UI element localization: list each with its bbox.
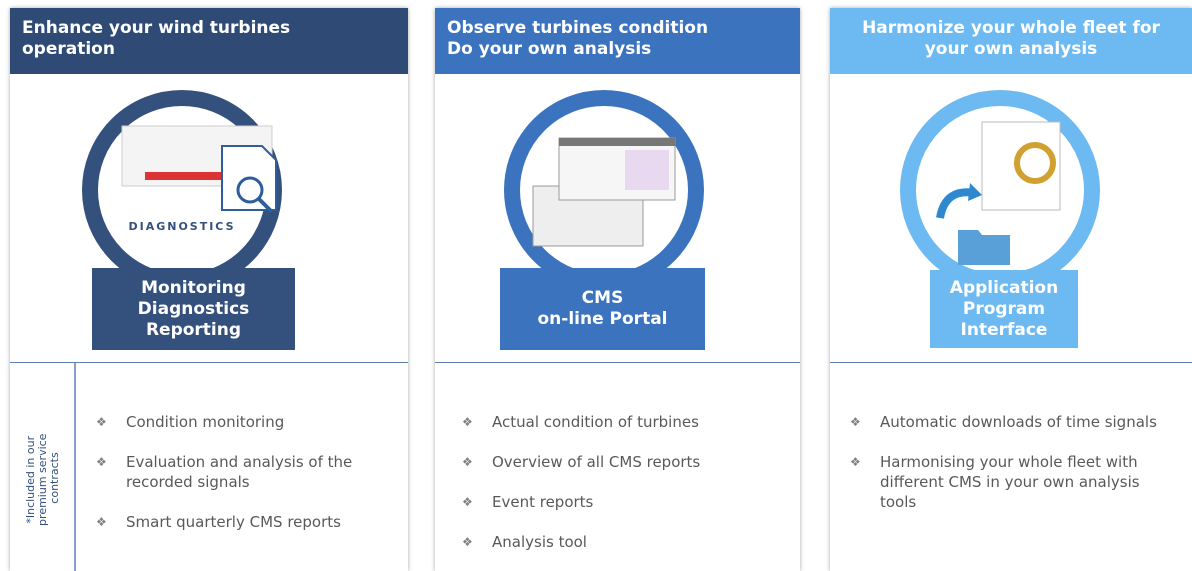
- bullet: ❖Smart quarterly CMS reports: [96, 512, 386, 532]
- divider: [830, 362, 1192, 363]
- bullet-text: Overview of all CMS reports: [492, 453, 700, 471]
- label-box: CMS on-line Portal: [500, 268, 705, 350]
- bullet-text: Evaluation and analysis of the recorded …: [126, 453, 352, 491]
- header-line: operation: [22, 39, 396, 60]
- bar: [145, 172, 225, 180]
- label-line: Reporting: [92, 320, 295, 341]
- header-line: Harmonize your whole fleet for: [842, 18, 1180, 39]
- bullet-text: Analysis tool: [492, 533, 587, 551]
- label-box: Monitoring Diagnostics Reporting: [92, 268, 295, 350]
- bullet: ❖Harmonising your whole fleet with diffe…: [850, 452, 1170, 512]
- header-line: your own analysis: [842, 39, 1180, 60]
- bullet: ❖Actual condition of turbines: [462, 412, 782, 432]
- divider: [435, 362, 800, 363]
- bullet-text: Automatic downloads of time signals: [880, 413, 1157, 431]
- header-line: Observe turbines condition: [447, 18, 788, 39]
- label-box: Application Program Interface: [930, 270, 1078, 348]
- bullet-list: ❖Automatic downloads of time signals ❖Ha…: [850, 412, 1170, 532]
- chart-thumb: [625, 150, 669, 190]
- header-line: Enhance your wind turbines: [22, 18, 396, 39]
- bullet-list: ❖Condition monitoring ❖Evaluation and an…: [96, 412, 386, 552]
- divider: [10, 362, 408, 363]
- title-bar: [559, 138, 675, 146]
- label-line: Monitoring: [92, 278, 295, 299]
- panel: Observe turbines condition Do your own a…: [435, 8, 800, 571]
- document: [982, 122, 1060, 210]
- side-note: *Included in our premium service contrac…: [24, 430, 61, 526]
- header: Harmonize your whole fleet for your own …: [830, 8, 1192, 74]
- bullet-list: ❖Actual condition of turbines ❖Overview …: [462, 412, 782, 571]
- side-note-line: contracts: [48, 452, 61, 504]
- bullet-text: Actual condition of turbines: [492, 413, 699, 431]
- arrow-head: [968, 183, 982, 201]
- bullet-text: Condition monitoring: [126, 413, 284, 431]
- folder: [958, 230, 1010, 265]
- bullet: ❖Event reports: [462, 492, 782, 512]
- header-line: Do your own analysis: [447, 39, 788, 60]
- header: Observe turbines condition Do your own a…: [435, 8, 800, 74]
- panel: Harmonize your whole fleet for your own …: [830, 8, 1192, 571]
- label-line: Interface: [930, 320, 1078, 341]
- header: Enhance your wind turbines operation: [10, 8, 408, 74]
- panel: DIAGNOSTICS *Included in our premium ser…: [10, 8, 408, 571]
- label-line: CMS: [500, 288, 705, 309]
- label-line: Program: [930, 299, 1078, 320]
- bullet: ❖Evaluation and analysis of the recorded…: [96, 452, 386, 492]
- bullet: ❖Overview of all CMS reports: [462, 452, 782, 472]
- label-line: Application: [930, 278, 1078, 299]
- bullet-text: Smart quarterly CMS reports: [126, 513, 341, 531]
- label-line: Diagnostics: [92, 299, 295, 320]
- bullet: ❖Analysis tool: [462, 532, 782, 552]
- page: DIAGNOSTICS *Included in our premium ser…: [0, 0, 1192, 571]
- logo-text: DIAGNOSTICS: [128, 220, 235, 233]
- label-line: on-line Portal: [500, 309, 705, 330]
- bullet: ❖Condition monitoring: [96, 412, 386, 432]
- bullet-text: Harmonising your whole fleet with differ…: [880, 453, 1140, 511]
- bullet-text: Event reports: [492, 493, 593, 511]
- bullet: ❖Automatic downloads of time signals: [850, 412, 1170, 432]
